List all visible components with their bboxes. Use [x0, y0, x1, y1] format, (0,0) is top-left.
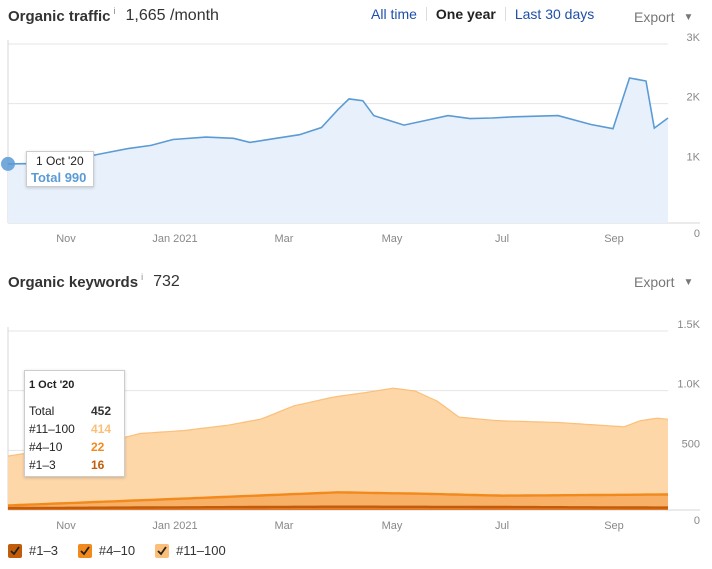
tooltip-row-11-100: #11–100 414	[29, 420, 124, 438]
keywords-series-line-#1–3	[8, 505, 668, 510]
traffic-hover-point	[1, 156, 15, 171]
checkbox-icon[interactable]	[155, 543, 170, 558]
traffic-tooltip: 1 Oct '20 Total 990	[26, 151, 94, 187]
x-tick-label: Jul	[495, 520, 509, 532]
keywords-export-button[interactable]: Export ▼	[634, 274, 693, 290]
x-tick-label: Sep	[604, 520, 624, 532]
checkbox-icon[interactable]	[77, 543, 92, 558]
keywords-tooltip-date: 1 Oct '20	[29, 379, 75, 391]
y-tick-label: 1.0K	[677, 379, 700, 391]
y-tick-label: 2K	[687, 92, 701, 104]
range-divider	[425, 7, 427, 21]
chevron-down-icon: ▼	[683, 11, 694, 23]
y-tick-label: 500	[682, 438, 700, 450]
x-tick-label: Nov	[56, 233, 76, 245]
y-tick-label: 1.5K	[677, 319, 700, 331]
x-tick-label: Sep	[604, 233, 624, 245]
keywords-info-icon[interactable]: i	[141, 272, 144, 282]
x-tick-label: Jan 2021	[152, 233, 197, 245]
range-one-year[interactable]: One year	[435, 6, 496, 22]
tooltip-label: Total	[29, 404, 55, 418]
legend-item-1-3[interactable]: #1–3	[8, 543, 58, 558]
traffic-export-label: Export	[634, 9, 675, 25]
x-tick-label: Jul	[495, 233, 509, 245]
keywords-area-#11–100	[8, 388, 668, 506]
traffic-value: 1,665 /month	[125, 7, 219, 24]
x-tick-label: Nov	[56, 520, 76, 532]
traffic-chart[interactable]: 0 1K 2K 3K Nov Jan 2021 Mar May Jul Sep	[0, 0, 712, 250]
traffic-info-icon[interactable]: i	[113, 6, 116, 16]
y-tick-label: 0	[694, 515, 700, 527]
tooltip-value: 16	[91, 458, 105, 472]
traffic-series-line	[7, 77, 669, 165]
traffic-title: Organic traffic	[8, 7, 111, 25]
x-tick-label: May	[382, 520, 403, 532]
tooltip-row-total: Total 452	[29, 402, 124, 420]
keywords-header: Organic keywords i 732	[8, 270, 180, 294]
keywords-export-label: Export	[634, 274, 675, 290]
keywords-series-line-#4–10	[7, 491, 668, 507]
tooltip-row-4-10: #4–10 22	[29, 438, 124, 456]
keywords-title: Organic keywords	[8, 273, 139, 291]
x-tick-label: Mar	[275, 233, 294, 245]
y-tick-label: 3K	[687, 32, 701, 44]
checkbox-icon[interactable]	[8, 543, 22, 558]
traffic-tooltip-date: 1 Oct '20	[36, 154, 84, 168]
tooltip-row-1-3: #1–3 16	[29, 456, 124, 474]
traffic-tooltip-total: Total 990	[31, 170, 87, 185]
y-tick-label: 0	[694, 228, 700, 240]
tooltip-label: #4–10	[29, 440, 63, 454]
x-tick-label: Mar	[275, 520, 294, 532]
legend-label: #1–3	[29, 543, 58, 558]
date-range-selector: All time One year Last 30 days	[371, 6, 594, 22]
keywords-tooltip: 1 Oct '20 Total 452 #11–100 414 #4–10 22…	[24, 370, 125, 477]
tooltip-value: 414	[91, 422, 112, 436]
tooltip-value: 452	[91, 404, 112, 418]
traffic-export-button[interactable]: Export ▼	[634, 9, 693, 25]
x-tick-label: May	[382, 233, 403, 245]
legend-item-4-10[interactable]: #4–10	[77, 543, 136, 558]
tooltip-value: 22	[91, 440, 105, 454]
range-last-30-days[interactable]: Last 30 days	[514, 6, 595, 22]
tooltip-label: #11–100	[29, 422, 75, 436]
legend-label: #4–10	[98, 543, 136, 558]
tooltip-label: #1–3	[29, 458, 56, 472]
keywords-value: 732	[153, 273, 180, 290]
legend-item-11-100[interactable]: #11–100	[155, 543, 226, 558]
range-all-time[interactable]: All time	[371, 6, 417, 22]
chevron-down-icon: ▼	[683, 276, 694, 288]
range-divider	[504, 7, 506, 21]
x-tick-label: Jan 2021	[152, 520, 197, 532]
keywords-legend: #1–3 #4–10 #11–100	[8, 543, 246, 558]
legend-label: #11–100	[176, 543, 226, 558]
traffic-area	[8, 78, 668, 223]
traffic-header: Organic traffic i 1,665 /month	[8, 4, 219, 28]
y-tick-label: 1K	[687, 151, 701, 163]
